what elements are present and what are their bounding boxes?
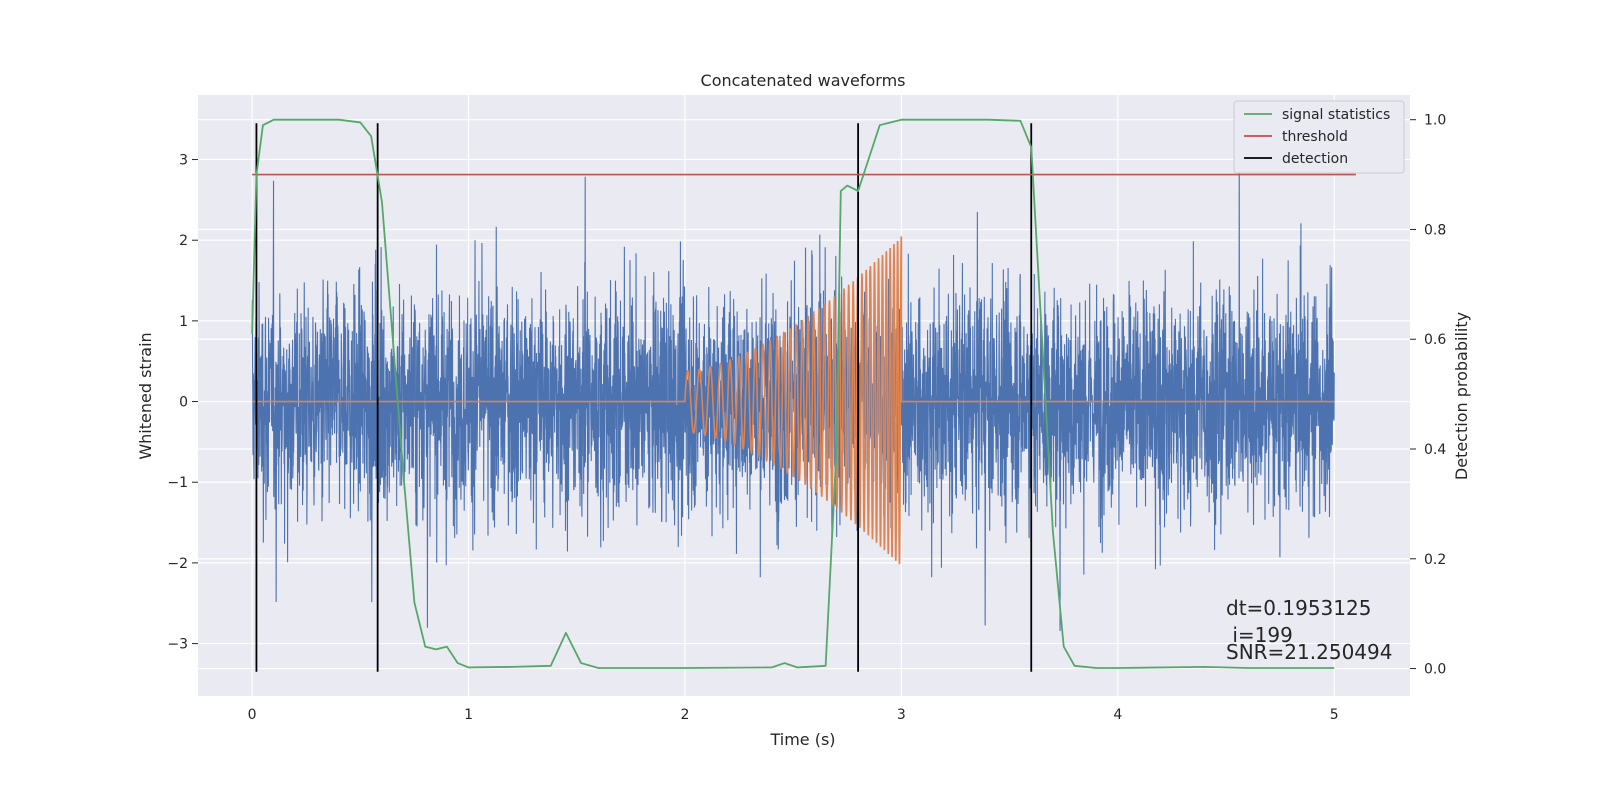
y-tick-label: 0 [179, 395, 188, 411]
y-tick-label: −3 [167, 637, 188, 653]
detection-lines [255, 123, 1033, 672]
x-axis-label: Time (s) [769, 730, 835, 749]
annotation-dt: dt=0.1953125 [1226, 596, 1371, 620]
y2-tick-label: 0.6 [1424, 332, 1446, 348]
legend: signal statistics threshold detection [1233, 100, 1405, 174]
y2-tick-label: 1.0 [1424, 113, 1446, 129]
noise-series [251, 136, 1335, 632]
x-tick-label: 3 [897, 707, 906, 723]
y-tick-label: −1 [167, 475, 188, 491]
y-axis-ticks: −3 −2 −1 0 1 2 3 [167, 153, 198, 653]
noise-line [251, 136, 1335, 632]
legend-label-threshold: threshold [1282, 129, 1348, 145]
injection-line [252, 236, 1335, 565]
x-tick-label: 1 [464, 707, 473, 723]
signal-statistics-line [251, 118, 1335, 669]
y-tick-label: −2 [167, 556, 188, 572]
y-tick-label: 3 [179, 153, 188, 169]
y2-tick-label: 0.2 [1424, 552, 1446, 568]
y2-axis-label: Detection probability [1452, 312, 1471, 480]
x-tick-label: 5 [1330, 707, 1339, 723]
y2-tick-label: 0.4 [1424, 442, 1446, 458]
y2-tick-label: 0.0 [1424, 662, 1446, 678]
x-tick-label: 2 [681, 707, 690, 723]
injection-series [252, 236, 1335, 565]
y-tick-label: 1 [179, 314, 188, 330]
legend-box [1233, 100, 1405, 174]
legend-label-detection: detection [1282, 151, 1348, 167]
x-tick-label: 0 [248, 707, 257, 723]
signal-statistics-series [251, 118, 1335, 669]
x-axis-ticks: 0 1 2 3 4 5 [248, 707, 1339, 723]
annotation-i: i=199 [1226, 623, 1293, 647]
legend-label-signal-statistics: signal statistics [1282, 107, 1390, 123]
chart-title: Concatenated waveforms [701, 71, 906, 90]
x-tick-label: 4 [1113, 707, 1122, 723]
y-tick-label: 2 [179, 233, 188, 249]
y2-tick-label: 0.8 [1424, 222, 1446, 238]
y2-axis-ticks: 0.0 0.2 0.4 0.6 0.8 1.0 [1410, 113, 1446, 678]
y-axis-label: Whitened strain [136, 332, 155, 459]
annotation-snr: SNR=21.250494 [1226, 640, 1392, 664]
